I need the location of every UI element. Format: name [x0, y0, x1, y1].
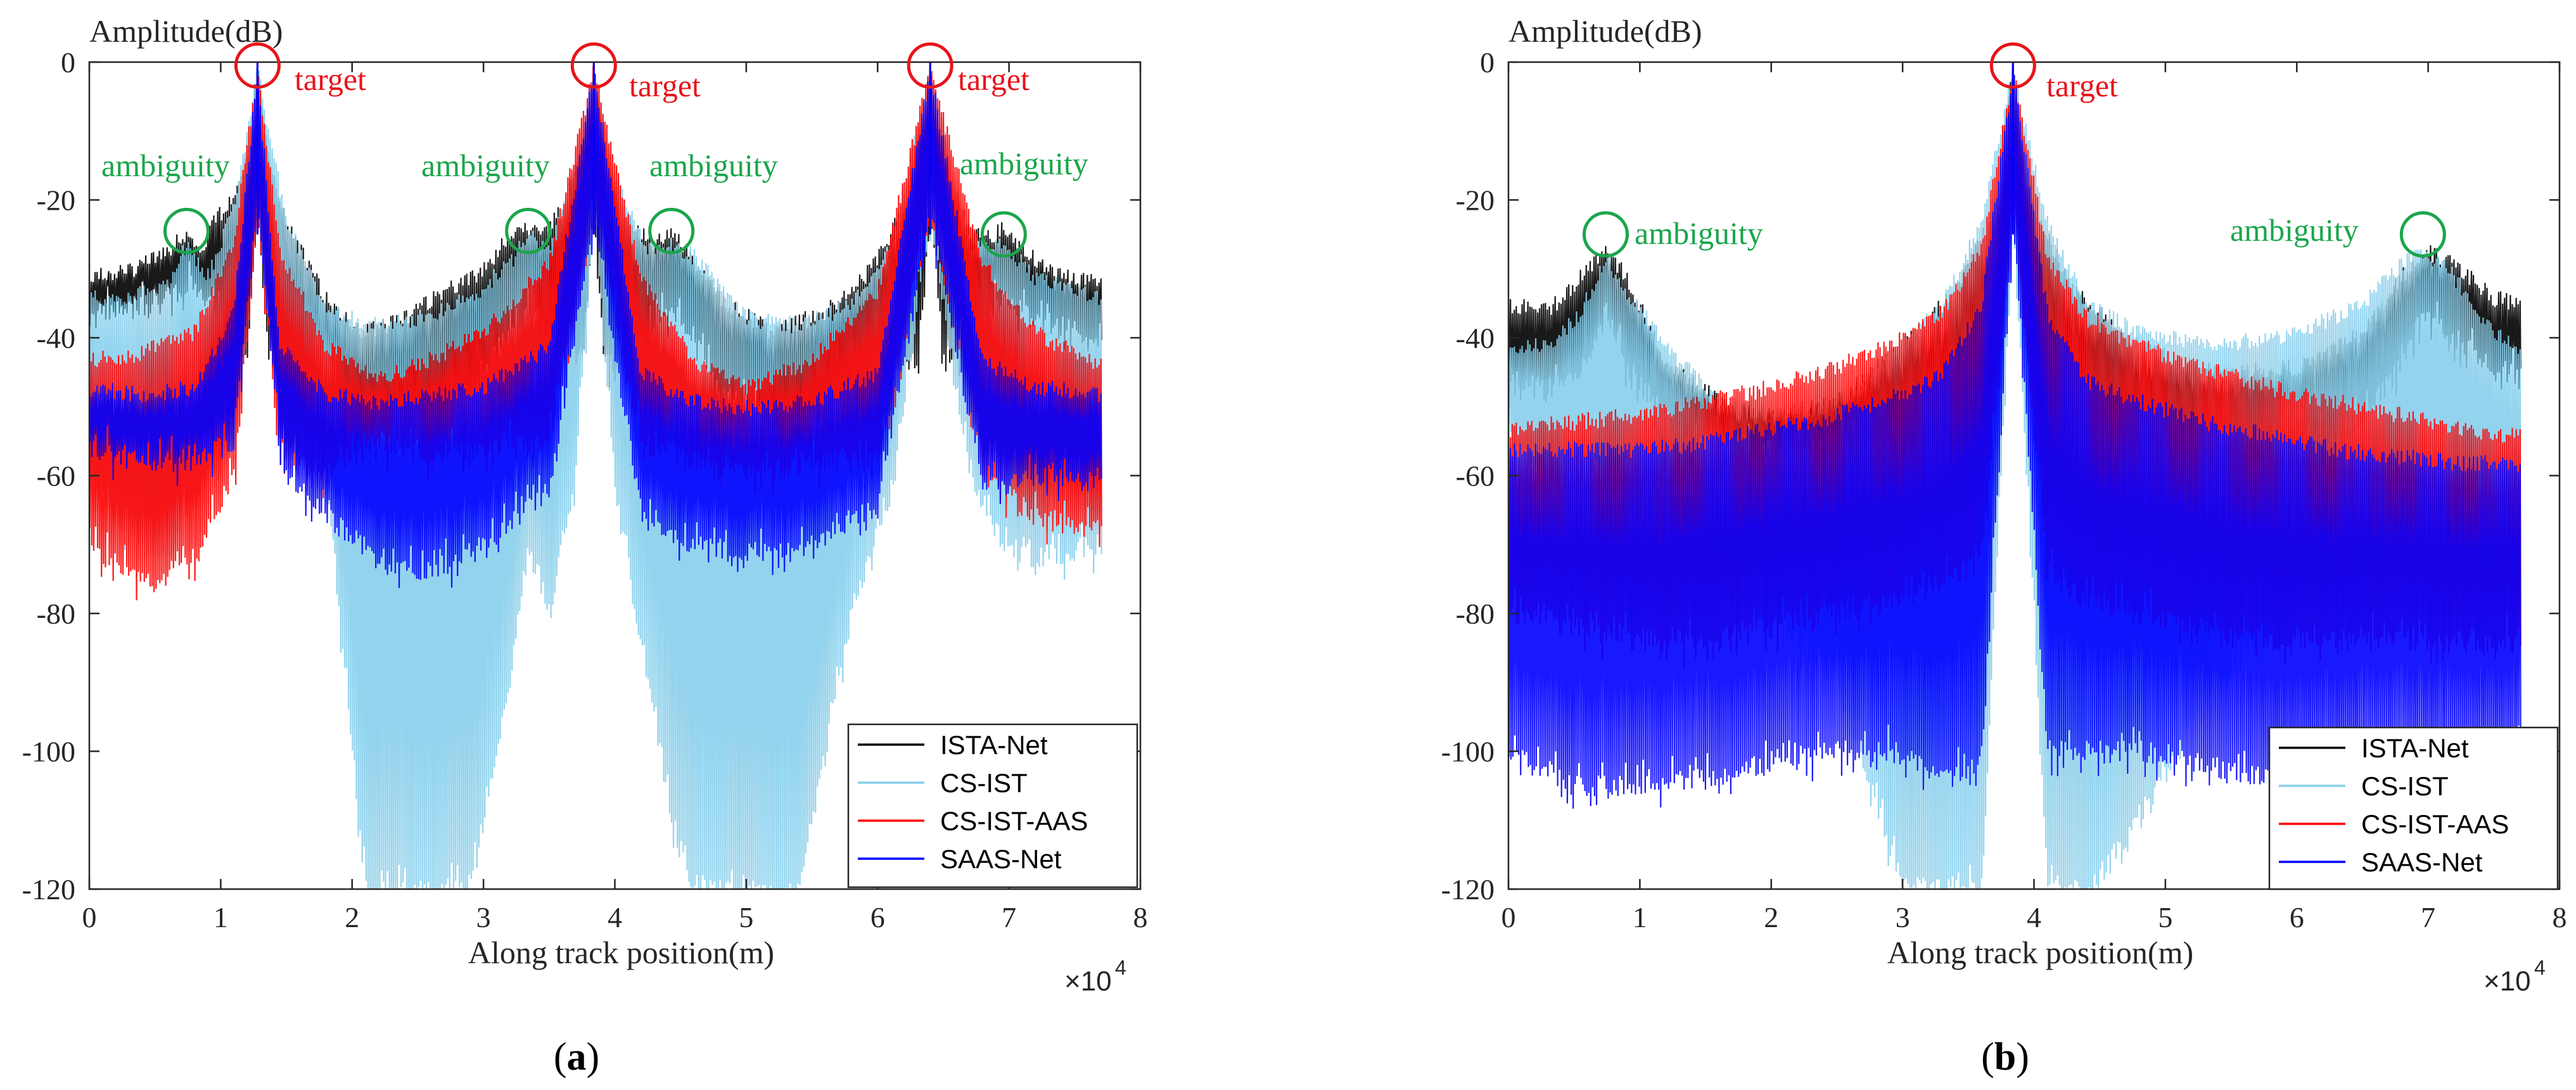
x-tick-label: 8 [2553, 901, 2567, 933]
ambiguity-marker-circle [505, 207, 552, 254]
y-tick-label: -60 [1456, 460, 1495, 492]
x-axis-multiplier-exponent: 4 [2534, 956, 2546, 979]
target-marker-circle [234, 42, 281, 89]
legend-box [847, 723, 1138, 888]
panel-caption: (b) [1981, 1036, 2029, 1079]
ambiguity-label: ambiguity [960, 146, 1088, 181]
y-tick-label: -80 [37, 598, 75, 630]
legend-label: CS-IST [940, 768, 1028, 798]
y-tick-label: -40 [37, 322, 75, 354]
ambiguity-label: ambiguity [1635, 215, 1763, 251]
y-tick-label: -100 [1441, 736, 1495, 768]
caption-letter: b [1994, 1036, 2016, 1079]
panel-caption: (a) [554, 1036, 599, 1079]
x-tick-label: 6 [2290, 901, 2304, 933]
x-tick-label: 7 [1002, 901, 1016, 933]
x-tick-label: 1 [1633, 901, 1647, 933]
x-tick-label: 4 [608, 901, 622, 933]
x-tick-label: 4 [2027, 901, 2041, 933]
x-axis-title: Along track position(m) [1887, 935, 2193, 970]
panel-a: 0 1 2 3 4 5 6 7 8 0 -20 -40 -60 -80 -100 -120 Amplitude(… [22, 13, 1148, 1079]
y-tick-label: -80 [1456, 598, 1495, 630]
legend-label: ISTA-Net [940, 730, 1048, 760]
ambiguity-marker-circle [648, 207, 695, 254]
x-tick-label: 1 [214, 901, 228, 933]
target-label: target [958, 61, 1030, 97]
caption-open-paren: ( [1981, 1036, 1994, 1079]
ambiguity-label: ambiguity [2230, 212, 2359, 248]
target-label: target [2046, 68, 2118, 103]
x-axis-title: Along track position(m) [468, 935, 774, 970]
caption-open-paren: ( [554, 1036, 567, 1079]
ambiguity-marker-circle [1582, 211, 1629, 258]
caption-close-paren: ) [587, 1036, 600, 1079]
x-tick-label: 2 [1764, 901, 1778, 933]
x-axis-multiplier: ×10 [1064, 966, 1112, 997]
y-tick-label: 0 [61, 46, 75, 79]
plot-area [89, 62, 1102, 889]
x-tick-label: 5 [739, 901, 753, 933]
ambiguity-label: ambiguity [649, 148, 778, 183]
legend-label: SAAS-Net [940, 844, 1062, 874]
x-tick-label: 3 [476, 901, 491, 933]
ambiguity-marker-circle [2399, 211, 2446, 258]
x-tick-label: 7 [2421, 901, 2435, 933]
caption-letter: a [567, 1036, 587, 1079]
plot-area [1508, 62, 2522, 889]
target-marker-circle [1989, 42, 2036, 89]
legend-label: CS-IST-AAS [940, 806, 1088, 836]
ambiguity-marker-circle [980, 211, 1027, 258]
y-axis-title: Amplitude(dB) [89, 13, 283, 49]
y-tick-label: -60 [37, 460, 75, 492]
x-tick-label: 2 [345, 901, 359, 933]
ambiguity-label: ambiguity [101, 148, 230, 183]
x-tick-label: 6 [870, 901, 885, 933]
x-axis-multiplier-exponent: 4 [1115, 956, 1126, 979]
x-tick-label: 5 [2158, 901, 2172, 933]
caption-close-paren: ) [2016, 1036, 2029, 1079]
legend: ISTA-Net CS-IST CS-IST-AAS SAAS-Net [2268, 726, 2559, 890]
y-tick-label: -20 [37, 184, 75, 217]
x-tick-label: 8 [1133, 901, 1148, 933]
y-tick-label: -100 [22, 736, 75, 768]
x-axis-multiplier: ×10 [2484, 966, 2531, 997]
y-tick-label: 0 [1480, 46, 1495, 79]
series-saas-net [1508, 75, 2522, 809]
x-tick-label: 3 [1896, 901, 1910, 933]
ambiguity-label: ambiguity [421, 148, 550, 183]
target-marker-circle [570, 42, 617, 89]
target-label: target [629, 68, 701, 103]
legend-label: CS-IST-AAS [2361, 809, 2509, 839]
y-tick-label: -120 [1441, 873, 1495, 906]
y-tick-label: -40 [1456, 322, 1495, 354]
target-marker-circle [907, 42, 953, 89]
legend-label: ISTA-Net [2361, 733, 2469, 763]
x-tick-label: 0 [82, 901, 97, 933]
y-axis-title: Amplitude(dB) [1508, 13, 1702, 49]
ambiguity-marker-circle [163, 207, 210, 254]
y-tick-label: -120 [22, 873, 75, 906]
y-tick-label: -20 [1456, 184, 1495, 217]
legend-label: CS-IST [2361, 771, 2449, 801]
legend: ISTA-Net CS-IST CS-IST-AAS SAAS-Net [847, 723, 1138, 888]
target-label: target [295, 61, 366, 97]
panel-b: 0 1 2 3 4 5 6 7 8 0 -20 -40 -60 -80 -100 -120 Amplitude(… [1441, 13, 2567, 1079]
x-tick-label: 0 [1502, 901, 1516, 933]
legend-label: SAAS-Net [2361, 847, 2483, 877]
